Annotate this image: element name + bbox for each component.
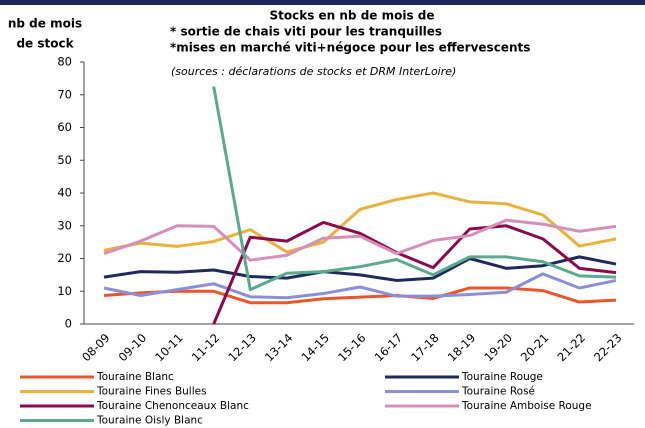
chart-title: * sortie de chais viti pour les tranquil… xyxy=(170,25,442,39)
series-line xyxy=(103,191,617,254)
y-tick-label: 60 xyxy=(57,120,72,134)
series-line xyxy=(103,286,617,305)
x-tick-label: 15-16 xyxy=(335,331,369,365)
x-tick-label: 21-22 xyxy=(554,331,588,365)
x-tick-label: 10-11 xyxy=(152,331,186,365)
x-tick-label: 17-18 xyxy=(408,331,442,365)
x-tick-label: 11-12 xyxy=(189,331,223,365)
y-axis-label: nb de mois xyxy=(8,17,82,31)
y-tick-label: 70 xyxy=(57,87,72,101)
series-line xyxy=(103,272,617,300)
x-tick-label: 09-10 xyxy=(116,331,150,365)
y-tick-label: 40 xyxy=(57,186,72,200)
legend-label: Touraine Amboise Rouge xyxy=(461,400,592,412)
x-tick-label: 20-21 xyxy=(518,331,552,365)
y-tick-label: 80 xyxy=(57,55,72,69)
y-tick-label: 50 xyxy=(57,153,72,167)
y-axis-label: de stock xyxy=(16,37,74,51)
legend-label: Touraine Rouge xyxy=(461,371,543,383)
chart-subtitle: (sources : déclarations de stocks et DRM… xyxy=(171,65,456,78)
legend-label: Touraine Chenonceaux Blanc xyxy=(96,400,249,412)
series-line xyxy=(103,218,617,262)
y-tick-label: 30 xyxy=(57,218,72,232)
series-line xyxy=(212,220,617,325)
x-tick-label: 14-15 xyxy=(298,331,332,365)
legend-label: Touraine Blanc xyxy=(96,371,174,383)
series-line xyxy=(103,255,617,282)
series-line xyxy=(212,86,617,292)
y-tick-label: 0 xyxy=(65,317,72,331)
x-tick-label: 08-09 xyxy=(79,331,113,365)
legend-label: Touraine Oisly Blanc xyxy=(96,415,203,427)
top-bar xyxy=(0,0,645,5)
y-tick-label: 20 xyxy=(57,251,72,265)
x-tick-label: 12-13 xyxy=(225,331,259,365)
y-tick-label: 10 xyxy=(57,284,72,298)
x-tick-label: 18-19 xyxy=(445,331,479,365)
legend-label: Touraine Rosé xyxy=(461,386,535,398)
chart-title: Stocks en nb de mois de xyxy=(269,9,434,23)
x-tick-label: 16-17 xyxy=(372,331,406,365)
x-tick-label: 13-14 xyxy=(262,331,296,365)
x-tick-label: 22-23 xyxy=(591,331,625,365)
chart-title: *mises en marché viti+négoce pour les ef… xyxy=(170,41,530,55)
legend-label: Touraine Fines Bulles xyxy=(96,386,207,398)
x-tick-label: 19-20 xyxy=(481,331,515,365)
